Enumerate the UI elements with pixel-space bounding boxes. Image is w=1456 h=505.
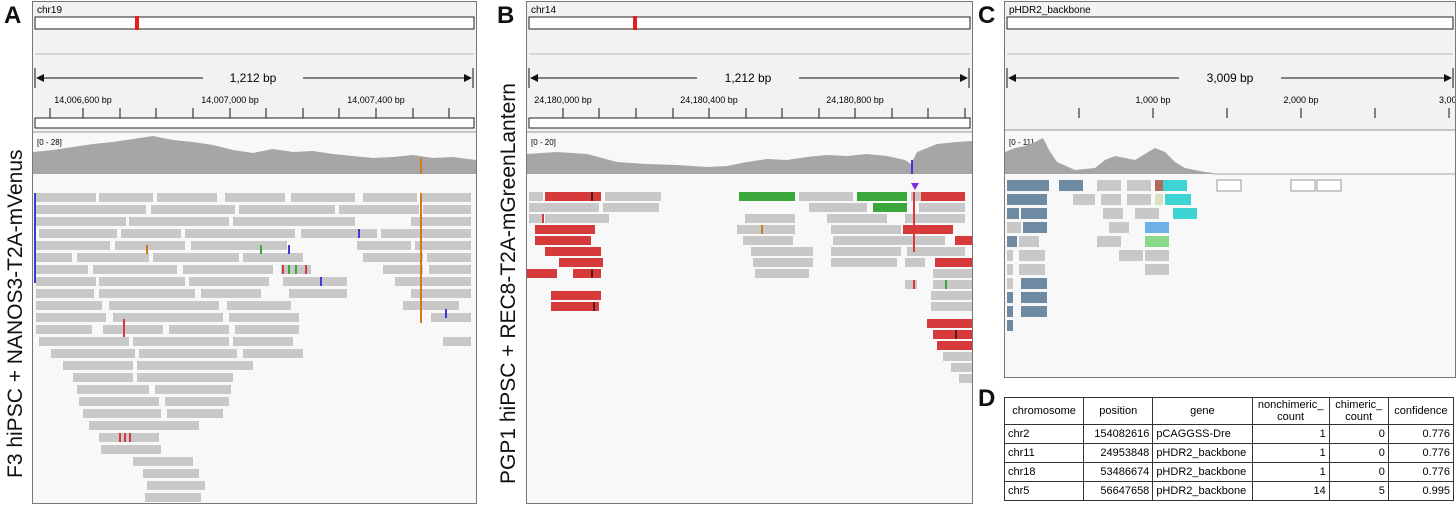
table-row: chr18 53486674 pHDR2_backbone 1 0 0.776 bbox=[1003, 462, 1455, 482]
cell-gene: pHDR2_backbone bbox=[1152, 443, 1253, 463]
coverage-track-b bbox=[527, 141, 972, 174]
tick-label-c-1: 1,000 bp bbox=[1135, 95, 1170, 105]
ideogram-a bbox=[34, 16, 475, 30]
cell-chimeric-count: 0 bbox=[1328, 443, 1389, 463]
panel-b-canvas: chr14 1,212 bp 24,180,000 bp 24,180,400 … bbox=[527, 2, 972, 503]
span-label-c: 3,009 bp bbox=[1207, 71, 1254, 85]
cell-position: 154082616 bbox=[1083, 424, 1154, 444]
table-row: chr11 24953848 pHDR2_backbone 1 0 0.776 bbox=[1003, 443, 1455, 463]
cell-chromosome: chr5 bbox=[1003, 481, 1085, 501]
coverage-range-b: [0 - 20] bbox=[531, 138, 556, 147]
tick-label-c-2: 2,000 bp bbox=[1283, 95, 1318, 105]
table-row: chr5 56647658 pHDR2_backbone 14 5 0.995 bbox=[1003, 481, 1455, 501]
header-position: position bbox=[1083, 397, 1154, 425]
panel-c: pHDR2_backbone 3,009 bp 1,000 bp 2,000 b… bbox=[1004, 1, 1456, 378]
panel-b: chr14 1,212 bp 24,180,000 bp 24,180,400 … bbox=[526, 1, 973, 504]
cell-gene: pCAGGSS-Dre bbox=[1152, 424, 1253, 444]
span-label-b: 1,212 bp bbox=[725, 71, 772, 85]
cell-confidence: 0.776 bbox=[1387, 462, 1455, 482]
header-chimeric-count: chimeric_ count bbox=[1328, 397, 1389, 425]
cell-chimeric-count: 0 bbox=[1328, 462, 1389, 482]
read-alignments-c bbox=[1007, 179, 1342, 331]
coverage-range-a: [0 - 28] bbox=[37, 138, 62, 147]
tick-label-a-1: 14,006,600 bp bbox=[54, 95, 112, 105]
table-row: chr2 154082616 pCAGGSS-Dre 1 0 0.776 bbox=[1003, 424, 1455, 444]
tick-label-a-2: 14,007,000 bp bbox=[201, 95, 259, 105]
cell-chromosome: chr18 bbox=[1003, 462, 1085, 482]
header-confidence: confidence bbox=[1387, 397, 1455, 425]
coverage-range-c: [0 - 11] bbox=[1009, 138, 1033, 147]
header-gene: gene bbox=[1152, 397, 1253, 425]
header-nonchimeric-count: nonchimeric_ count bbox=[1251, 397, 1330, 425]
insertion-marker-b bbox=[911, 183, 919, 190]
chromosome-label-c: pHDR2_backbone bbox=[1009, 5, 1091, 16]
mismatch-marks-a bbox=[34, 193, 447, 442]
panel-a: chr19 1,212 bp 14,006,600 bp 14,007,000 … bbox=[32, 1, 477, 504]
ideogram-marker-a bbox=[135, 16, 139, 30]
span-label-a: 1,212 bp bbox=[230, 71, 277, 85]
cell-chimeric-count: 5 bbox=[1328, 481, 1389, 501]
cell-nonchimeric-count: 1 bbox=[1251, 424, 1330, 444]
tick-label-b-2: 24,180,400 bp bbox=[680, 95, 738, 105]
table-header-row: chromosome position gene nonchimeric_ co… bbox=[1003, 397, 1455, 425]
side-label-b: PGP1 hiPSC + REC8-T2A-mGreenLantern bbox=[497, 83, 520, 484]
tick-label-c-3: 3,000 bbox=[1439, 95, 1455, 105]
chromosome-label-b: chr14 bbox=[531, 5, 556, 16]
ideogram-c bbox=[1006, 16, 1454, 30]
results-table: chromosome position gene nonchimeric_ co… bbox=[1003, 397, 1455, 501]
read-alignments-b bbox=[527, 192, 972, 383]
coverage-track-c bbox=[1005, 138, 1213, 174]
cell-confidence: 0.995 bbox=[1387, 481, 1455, 501]
panel-letter-b: B bbox=[497, 2, 515, 29]
panel-letter-c: C bbox=[978, 2, 996, 29]
header-chromosome: chromosome bbox=[1003, 397, 1085, 425]
cell-nonchimeric-count: 1 bbox=[1251, 462, 1330, 482]
cell-chromosome: chr2 bbox=[1003, 424, 1085, 444]
tick-label-a-3: 14,007,400 bp bbox=[347, 95, 405, 105]
cell-gene: pHDR2_backbone bbox=[1152, 481, 1253, 501]
panel-letter-a: A bbox=[4, 2, 22, 29]
side-label-a: F3 hiPSC + NANOS3-T2A-mVenus bbox=[4, 149, 27, 478]
ideogram-marker-b bbox=[633, 16, 637, 30]
coverage-track-a bbox=[33, 136, 476, 174]
read-alignments-a bbox=[36, 193, 471, 502]
cell-chimeric-count: 0 bbox=[1328, 424, 1389, 444]
ideogram-b bbox=[528, 16, 971, 30]
cell-position: 56647658 bbox=[1083, 481, 1154, 501]
cell-position: 53486674 bbox=[1083, 462, 1154, 482]
panel-letter-d: D bbox=[978, 385, 996, 412]
cell-gene: pHDR2_backbone bbox=[1152, 462, 1253, 482]
mismatch-marks-b bbox=[542, 192, 957, 339]
cell-confidence: 0.776 bbox=[1387, 424, 1455, 444]
chromosome-label-a: chr19 bbox=[37, 5, 62, 16]
cell-nonchimeric-count: 14 bbox=[1251, 481, 1330, 501]
cell-chromosome: chr11 bbox=[1003, 443, 1085, 463]
panel-c-canvas: pHDR2_backbone 3,009 bp 1,000 bp 2,000 b… bbox=[1005, 2, 1455, 377]
panel-a-canvas: chr19 1,212 bp 14,006,600 bp 14,007,000 … bbox=[33, 2, 476, 503]
cell-confidence: 0.776 bbox=[1387, 443, 1455, 463]
cell-position: 24953848 bbox=[1083, 443, 1154, 463]
tick-label-b-1: 24,180,000 bp bbox=[534, 95, 592, 105]
cell-nonchimeric-count: 1 bbox=[1251, 443, 1330, 463]
tick-label-b-3: 24,180,800 bp bbox=[826, 95, 884, 105]
